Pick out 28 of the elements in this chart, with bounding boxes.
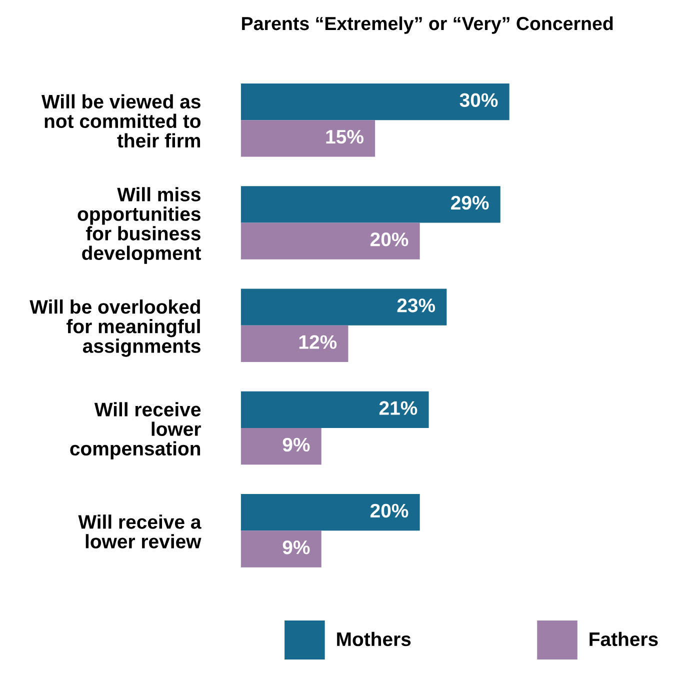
data-label: 30% — [460, 93, 498, 108]
data-label: 20% — [370, 232, 408, 246]
chart-title: Parents “Extremely” or “Very” Concerned — [242, 16, 613, 34]
bar — [240, 325, 348, 362]
data-label: 12% — [299, 335, 337, 349]
bar — [240, 391, 429, 428]
bar — [240, 222, 420, 260]
y-tick-label: Will be overlooked for meaningful assignments — [30, 299, 200, 357]
bar — [240, 494, 420, 531]
data-label: 23% — [397, 298, 436, 312]
data-label: 21% — [379, 401, 418, 415]
data-label: 20% — [370, 504, 408, 518]
data-label: 29% — [451, 196, 489, 210]
y-tick-label: Will receive a lower review — [78, 514, 202, 548]
bar — [240, 83, 510, 120]
y-tick-label: Will be viewed as not committed to their firm — [42, 94, 200, 148]
legend-label: Fathers — [590, 632, 658, 646]
bar — [240, 120, 376, 157]
data-label: 9% — [282, 540, 310, 554]
data-label: 9% — [282, 438, 310, 452]
bar — [240, 530, 322, 568]
data-label: 15% — [326, 130, 364, 144]
bar — [240, 288, 447, 326]
bar — [240, 186, 500, 223]
y-tick-label: Will receive lower compensation — [70, 402, 201, 460]
y-tick-label: Will miss opportunities for business development — [78, 187, 202, 264]
bar — [240, 428, 322, 465]
legend-label: Mothers — [337, 632, 411, 646]
